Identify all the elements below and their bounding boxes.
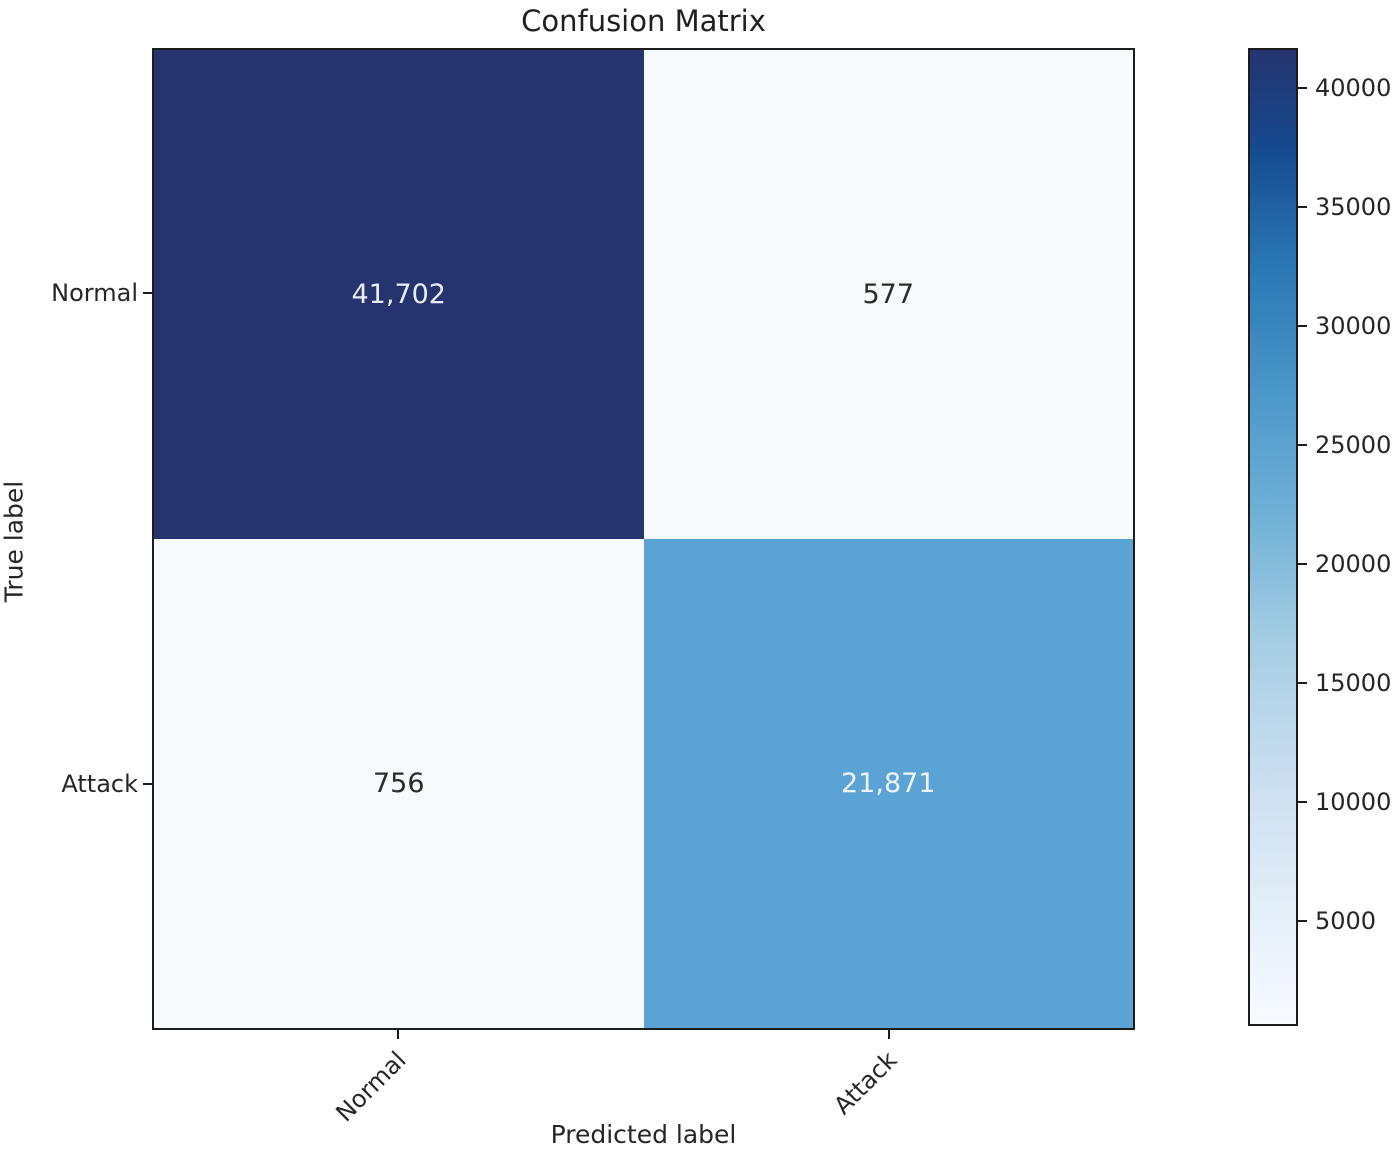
colorbar-tick-mark bbox=[1298, 919, 1307, 922]
cell-value: 41,702 bbox=[351, 279, 446, 310]
cell-true-normal-pred-normal: 41,702 bbox=[154, 50, 644, 539]
colorbar-tick-label: 20000 bbox=[1315, 550, 1392, 579]
colorbar-tick-label: 5000 bbox=[1315, 906, 1377, 935]
colorbar-tick-mark bbox=[1298, 444, 1307, 447]
xtick-label-attack: Attack bbox=[828, 1046, 903, 1120]
cell-true-attack-pred-normal: 756 bbox=[154, 539, 644, 1028]
y-axis-label: True label bbox=[0, 480, 29, 603]
colorbar-tick-label: 40000 bbox=[1315, 74, 1392, 103]
colorbar-tick-mark bbox=[1298, 206, 1307, 209]
colorbar-tick-label: 15000 bbox=[1315, 669, 1392, 697]
cell-value: 21,871 bbox=[841, 768, 936, 799]
cell-true-normal-pred-attack: 577 bbox=[643, 50, 1133, 539]
colorbar-gradient bbox=[1248, 48, 1298, 1026]
cell-value: 756 bbox=[372, 768, 425, 799]
colorbar-tick-mark bbox=[1298, 682, 1307, 684]
colorbar-tick-mark bbox=[1298, 87, 1307, 90]
colorbar-tick-label: 25000 bbox=[1315, 431, 1392, 460]
colorbar-tick-label: 30000 bbox=[1315, 312, 1392, 341]
cell-true-attack-pred-attack: 21,871 bbox=[643, 539, 1133, 1028]
ytick-mark bbox=[143, 783, 152, 785]
ytick-label-normal: Normal bbox=[51, 279, 138, 307]
x-axis-label: Predicted label bbox=[550, 1120, 737, 1149]
ytick-mark bbox=[143, 292, 152, 294]
colorbar-tick-mark bbox=[1298, 563, 1307, 566]
cell-value: 577 bbox=[862, 279, 915, 310]
colorbar-tick-mark bbox=[1298, 800, 1307, 803]
xtick-label-normal: Normal bbox=[330, 1046, 412, 1128]
ytick-label-attack: Attack bbox=[61, 770, 138, 798]
heatmap-plot-area: 41,702 577 756 21,871 bbox=[152, 48, 1135, 1030]
chart-title: Confusion Matrix bbox=[521, 4, 766, 38]
colorbar-tick-label: 35000 bbox=[1315, 193, 1392, 222]
colorbar-tick-mark bbox=[1298, 325, 1307, 328]
xtick-mark bbox=[888, 1030, 890, 1039]
xtick-mark bbox=[397, 1030, 399, 1039]
colorbar-tick-label: 10000 bbox=[1315, 787, 1392, 816]
colorbar-ticks: 5000 10000 15000 20000 25000 30000 35000 40000 bbox=[1248, 48, 1398, 1026]
